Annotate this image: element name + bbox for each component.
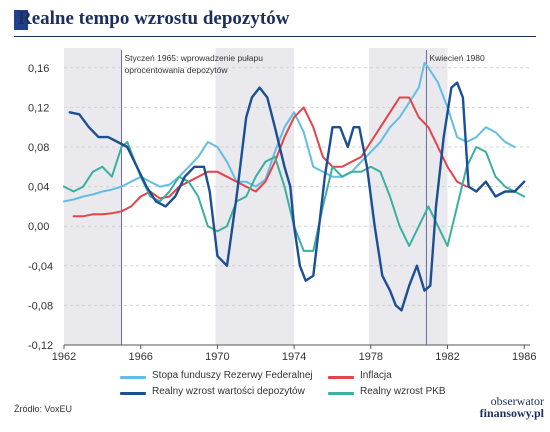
legend-label: Inflacja <box>360 370 392 381</box>
legend-label: Realny wzrost wartości depozytów <box>152 386 305 397</box>
annotation-label: Styczeń 1965: wprowadzenie pułapu <box>125 53 264 63</box>
legend-label: Stopa funduszy Rezerwy Federalnej <box>152 370 313 381</box>
page-title: Realne tempo wzrostu depozytów <box>18 8 290 29</box>
x-tick-label: 1962 <box>52 351 76 363</box>
brand-logo: obserwator finansowy.pl <box>468 395 544 419</box>
legend-swatch <box>328 376 354 379</box>
brand-line-1: obserwator <box>490 394 544 408</box>
brand-line-2: finansowy.pl <box>479 406 544 420</box>
legend-label: Realny wzrost PKB <box>360 386 446 397</box>
x-tick-label: 1978 <box>359 351 383 363</box>
source-note: Źródło: VoxEU <box>14 404 73 414</box>
y-tick-label: 0,12 <box>28 102 49 114</box>
annotation-label: Kwiecień 1980 <box>429 53 485 63</box>
series-line <box>68 81 526 312</box>
y-tick-label: -0,04 <box>28 261 53 273</box>
x-tick-label: 1982 <box>435 351 459 363</box>
x-tick-label: 1970 <box>205 351 229 363</box>
y-tick-label: -0,12 <box>28 340 53 352</box>
title-accent-block <box>14 10 28 30</box>
legend-swatch <box>328 392 354 395</box>
y-tick-label: 0,04 <box>28 182 49 194</box>
series-line <box>72 96 468 218</box>
shaded-period <box>64 48 122 345</box>
title-divider <box>14 36 536 37</box>
shaded-period <box>368 48 448 345</box>
x-tick-label: 1986 <box>512 351 536 363</box>
y-tick-label: 0,08 <box>28 142 49 154</box>
y-tick-label: 0,16 <box>28 63 49 75</box>
x-tick-label: 1974 <box>282 351 306 363</box>
x-tick-label: 1966 <box>128 351 152 363</box>
y-tick-label: -0,08 <box>28 300 53 312</box>
annotation-label: oprocentowania depozytów <box>125 65 229 75</box>
legend-swatch <box>120 392 146 395</box>
legend-swatch <box>120 376 146 379</box>
y-tick-label: 0,00 <box>28 221 49 233</box>
shaded-period <box>215 48 295 345</box>
